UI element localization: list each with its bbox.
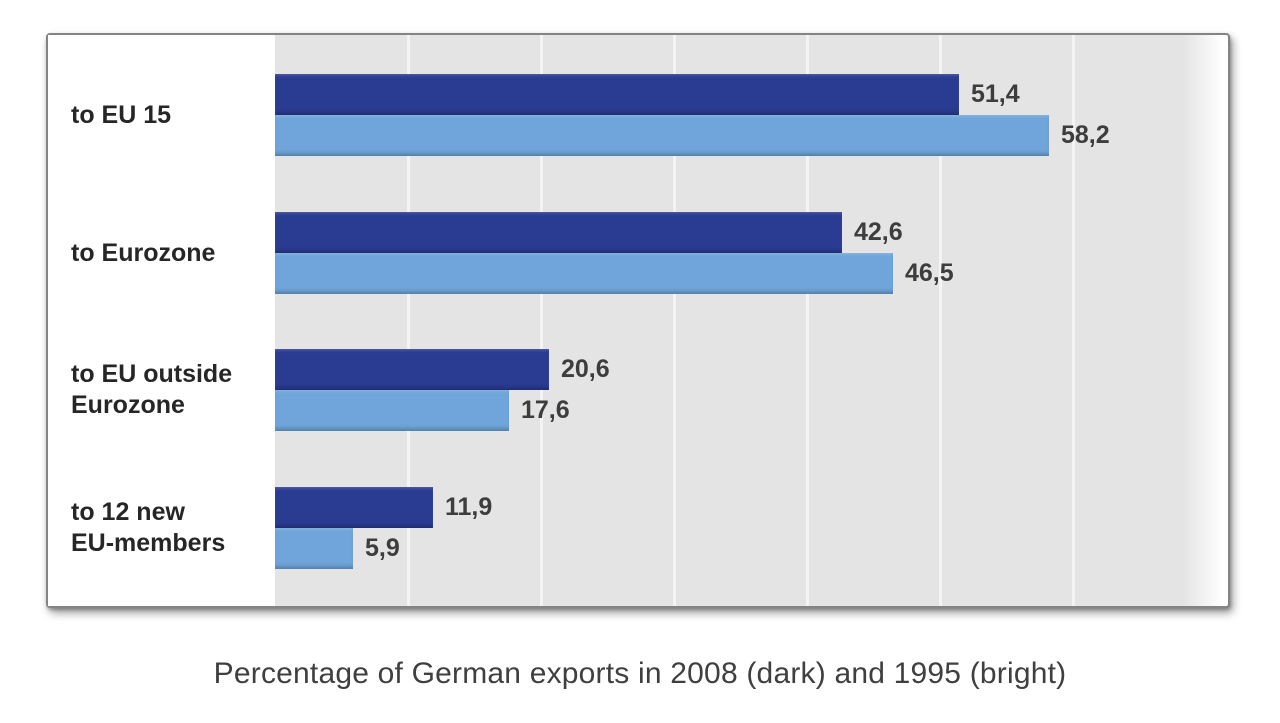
bar-2008-dark-to-12-new [275, 487, 433, 528]
category-labels: to EU 15 to Eurozone to EU outside Eurozone… [48, 35, 275, 606]
bar-1995-bright-to-eu-15 [275, 115, 1049, 156]
bar-2008-dark-to-eu-outside [275, 349, 549, 390]
gridline-30 [673, 35, 676, 606]
gridline-40 [806, 35, 809, 606]
value-label-1995-bright-to-eurozone: 46,5 [905, 259, 954, 287]
category-label-to-12-new: to 12 new EU-members [71, 498, 226, 557]
bar-2008-dark-to-eurozone [275, 212, 842, 253]
plot-area: 51,4 58,2 42,6 46,5 20,6 17,6 11,9 5,9 [275, 35, 1226, 606]
chart-caption: Percentage of German exports in 2008 (da… [213, 657, 1067, 690]
chart-panel: to EU 15 to Eurozone to EU outside Eurozone… [46, 33, 1230, 608]
category-label-to-eurozone: to Eurozone [71, 238, 216, 267]
value-label-2008-dark-to-eurozone: 42,6 [854, 218, 903, 246]
value-label-2008-dark-to-12-new: 11,9 [445, 493, 493, 521]
bar-1995-bright-to-12-new [275, 528, 353, 569]
value-label-2008-dark-to-eu-15: 51,4 [971, 80, 1020, 108]
bar-1995-bright-to-eu-outside [275, 390, 509, 431]
value-label-1995-bright-to-eu-15: 58,2 [1061, 121, 1110, 149]
bar-2008-dark-to-eu-15 [275, 74, 959, 115]
gridline-20 [540, 35, 543, 606]
value-label-2008-dark-to-eu-outside: 20,6 [561, 355, 610, 383]
value-label-1995-bright-to-eu-outside: 17,6 [521, 396, 570, 424]
gridline-60 [1072, 35, 1075, 606]
bar-1995-bright-to-eurozone [275, 253, 893, 294]
category-label-to-eu-15: to EU 15 [71, 100, 172, 129]
gridline-10 [407, 35, 410, 606]
category-label-to-eu-outside: to EU outside Eurozone [71, 360, 233, 419]
gridline-50 [939, 35, 942, 606]
value-label-1995-bright-to-12-new: 5,9 [365, 534, 400, 562]
